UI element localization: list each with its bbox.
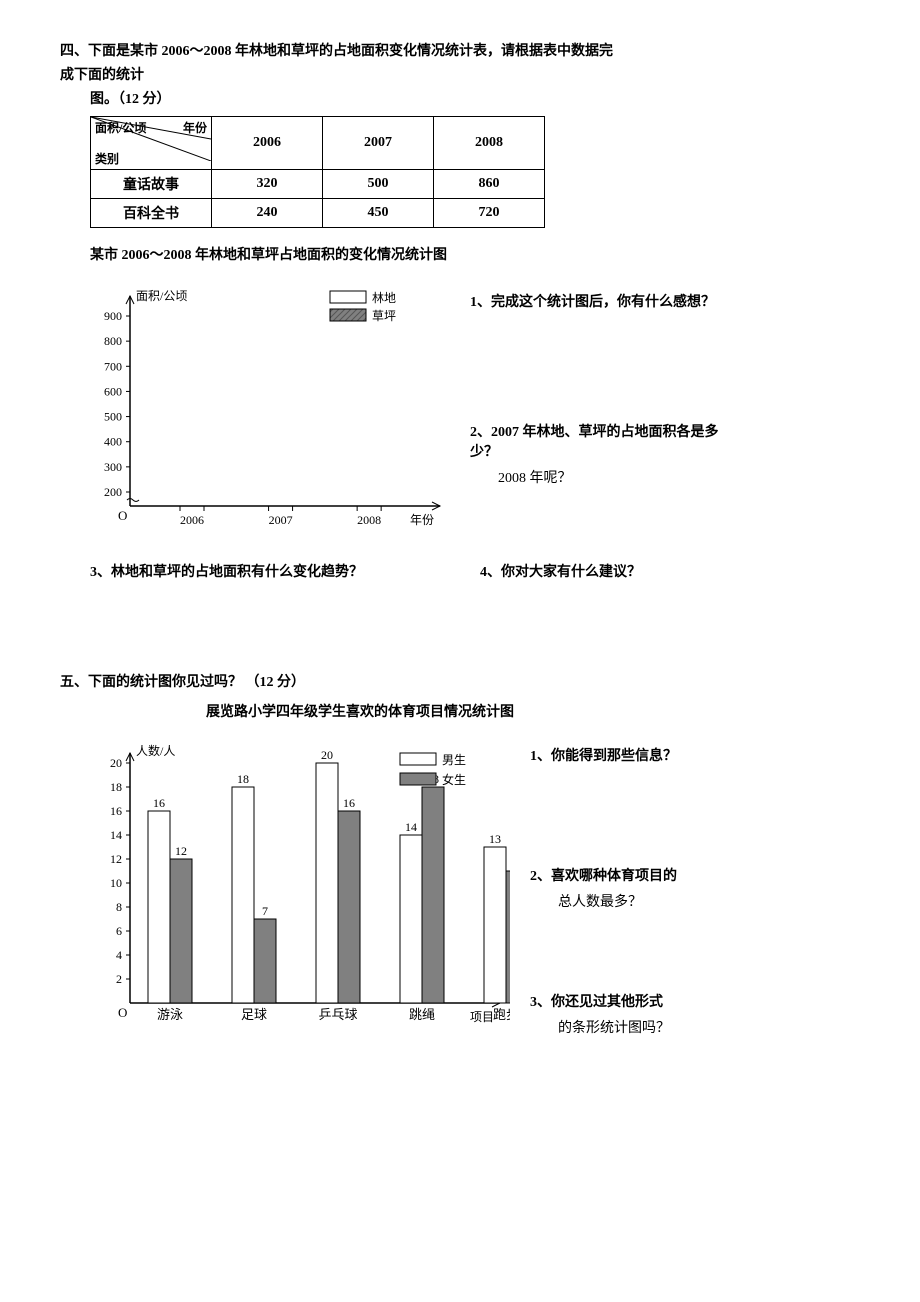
area-chart: 200 300 400 500 600 700 800 900 面积/公顷 2006 2007 200… <box>90 276 450 541</box>
question-3a: 3、你还见过其他形式 <box>530 991 730 1011</box>
section4-questions-right: 1、完成这个统计图后，你有什么感想？ 2、2007 年林地、草坪的占地面积各是多… <box>470 276 730 541</box>
table-header-row: 面积/公顷 年份 类别 2006 2007 2008 <box>91 117 545 170</box>
sports-chart-svg: 2 4 6 8 10 12 14 16 18 20 人数/人 O 项目 16 12 游泳 18 7 足球 20 16 乒乓… <box>90 733 510 1033</box>
svg-text:14: 14 <box>405 820 417 834</box>
svg-text:2: 2 <box>116 972 122 986</box>
svg-text:草坪: 草坪 <box>372 309 396 323</box>
question-2b: 总人数最多？ <box>558 891 730 911</box>
svg-text:400: 400 <box>104 435 122 449</box>
diag-label-category: 类别 <box>95 150 119 167</box>
question-2b: 2008 年呢？ <box>498 467 730 487</box>
svg-text:乒乓球: 乒乓球 <box>318 1007 357 1022</box>
svg-text:4: 4 <box>116 948 122 962</box>
svg-text:男生: 男生 <box>442 753 466 767</box>
svg-text:16: 16 <box>343 796 355 810</box>
area-chart-svg: 200 300 400 500 600 700 800 900 面积/公顷 2006 2007 200… <box>90 276 450 536</box>
diag-label-area: 面积/公顷 <box>95 119 146 136</box>
svg-text:16: 16 <box>110 804 122 818</box>
section-5: 五、下面的统计图你见过吗？ （12 分） 展览路小学四年级学生喜欢的体育项目情况… <box>60 671 860 1043</box>
table-col-year: 2008 <box>434 117 545 170</box>
svg-text:年份: 年份 <box>410 513 434 527</box>
section-4-caption: 图。（12 分） <box>90 88 860 108</box>
svg-text:女生: 女生 <box>442 772 466 787</box>
svg-text:13: 13 <box>489 832 501 846</box>
svg-text:7: 7 <box>262 904 268 918</box>
table-row-label: 童话故事 <box>91 170 212 199</box>
table-cell: 860 <box>434 170 545 199</box>
svg-text:600: 600 <box>104 384 122 398</box>
table-cell: 720 <box>434 199 545 228</box>
table-diag-header: 面积/公顷 年份 类别 <box>91 117 212 170</box>
table-row: 百科全书 240 450 720 <box>91 199 545 228</box>
svg-text:8: 8 <box>116 900 122 914</box>
svg-text:300: 300 <box>104 460 122 474</box>
table-col-year: 2006 <box>212 117 323 170</box>
question-4: 4、你对大家有什么建议？ <box>480 561 641 581</box>
sports-chart-title: 展览路小学四年级学生喜欢的体育项目情况统计图 <box>120 701 600 721</box>
svg-text:足球: 足球 <box>241 1007 267 1022</box>
svg-text:12: 12 <box>175 844 187 858</box>
area-table: 面积/公顷 年份 类别 2006 2007 2008 童话故事 320 500 … <box>90 116 545 228</box>
question-2a: 2、喜欢哪种体育项目的 <box>530 865 730 885</box>
svg-text:6: 6 <box>116 924 122 938</box>
svg-text:人数/人: 人数/人 <box>136 743 175 758</box>
svg-text:2006: 2006 <box>180 513 204 527</box>
svg-text:游泳: 游泳 <box>157 1007 183 1022</box>
table-cell: 450 <box>323 199 434 228</box>
section-5-title: 五、下面的统计图你见过吗？ （12 分） <box>60 671 860 691</box>
section-4-title-line2: 成下面的统计 <box>60 64 860 84</box>
table-col-year: 2007 <box>323 117 434 170</box>
svg-text:20: 20 <box>110 756 122 770</box>
question-1: 1、你能得到那些信息？ <box>530 745 730 765</box>
svg-text:项目: 项目 <box>470 1010 494 1024</box>
section-4-title-line1: 四、下面是某市 2006～2008 年林地和草坪的占地面积变化情况统计表，请根据… <box>60 40 860 60</box>
svg-text:跳绳: 跳绳 <box>409 1007 435 1022</box>
svg-text:12: 12 <box>110 852 122 866</box>
table-row-label: 百科全书 <box>91 199 212 228</box>
svg-text:2008: 2008 <box>357 513 381 527</box>
svg-text:2007: 2007 <box>269 513 293 527</box>
svg-text:800: 800 <box>104 334 122 348</box>
diag-label-year: 年份 <box>183 119 207 136</box>
svg-text:18: 18 <box>237 772 249 786</box>
question-2a: 2、2007 年林地、草坪的占地面积各是多少？ <box>470 421 730 461</box>
svg-text:O: O <box>118 1005 127 1020</box>
svg-text:14: 14 <box>110 828 122 842</box>
svg-text:O: O <box>118 508 127 523</box>
svg-text:900: 900 <box>104 309 122 323</box>
question-1: 1、完成这个统计图后，你有什么感想？ <box>470 291 730 311</box>
svg-text:林地: 林地 <box>372 291 396 305</box>
question-3: 3、林地和草坪的占地面积有什么变化趋势？ <box>90 561 450 581</box>
svg-text:16: 16 <box>153 796 165 810</box>
table-cell: 500 <box>323 170 434 199</box>
section5-questions-right: 1、你能得到那些信息？ 2、喜欢哪种体育项目的 总人数最多？ 3、你还见过其他形… <box>530 733 730 1043</box>
svg-text:20: 20 <box>321 748 333 762</box>
svg-text:200: 200 <box>104 485 122 499</box>
svg-text:500: 500 <box>104 410 122 424</box>
table-row: 童话故事 320 500 860 <box>91 170 545 199</box>
svg-text:700: 700 <box>104 359 122 373</box>
area-chart-title: 某市 2006～2008 年林地和草坪占地面积的变化情况统计图 <box>90 244 860 264</box>
sports-chart: 2 4 6 8 10 12 14 16 18 20 人数/人 O 项目 16 12 游泳 18 7 足球 20 16 乒乓… <box>90 733 510 1043</box>
question-3b: 的条形统计图吗？ <box>558 1017 730 1037</box>
svg-text:10: 10 <box>110 876 122 890</box>
svg-text:跑步: 跑步 <box>493 1007 510 1022</box>
section-4: 四、下面是某市 2006～2008 年林地和草坪的占地面积变化情况统计表，请根据… <box>60 40 860 581</box>
table-cell: 240 <box>212 199 323 228</box>
table-cell: 320 <box>212 170 323 199</box>
svg-text:18: 18 <box>110 780 122 794</box>
svg-text:面积/公顷: 面积/公顷 <box>136 289 187 303</box>
